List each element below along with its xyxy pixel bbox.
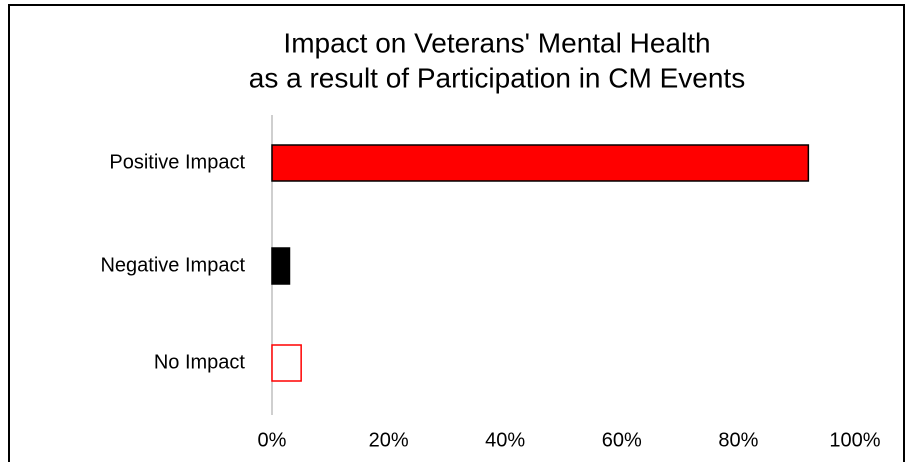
chart-title: as a result of Participation in CM Event… <box>249 62 745 93</box>
x-tick-label: 40% <box>485 429 525 451</box>
y-tick-label: Positive Impact <box>109 151 245 173</box>
bar <box>271 144 810 182</box>
bar <box>271 247 291 285</box>
y-tick-label: Negative Impact <box>100 254 245 276</box>
x-tick-label: 0% <box>258 429 287 451</box>
chart-title: Impact on Veterans' Mental Health <box>283 27 710 58</box>
x-tick-label: 60% <box>602 429 642 451</box>
y-tick-label: No Impact <box>154 351 246 373</box>
bar <box>271 344 302 382</box>
x-tick-label: 20% <box>369 429 409 451</box>
x-tick-label: 100% <box>829 429 880 451</box>
x-tick-label: 80% <box>718 429 758 451</box>
chart-frame <box>8 4 905 462</box>
